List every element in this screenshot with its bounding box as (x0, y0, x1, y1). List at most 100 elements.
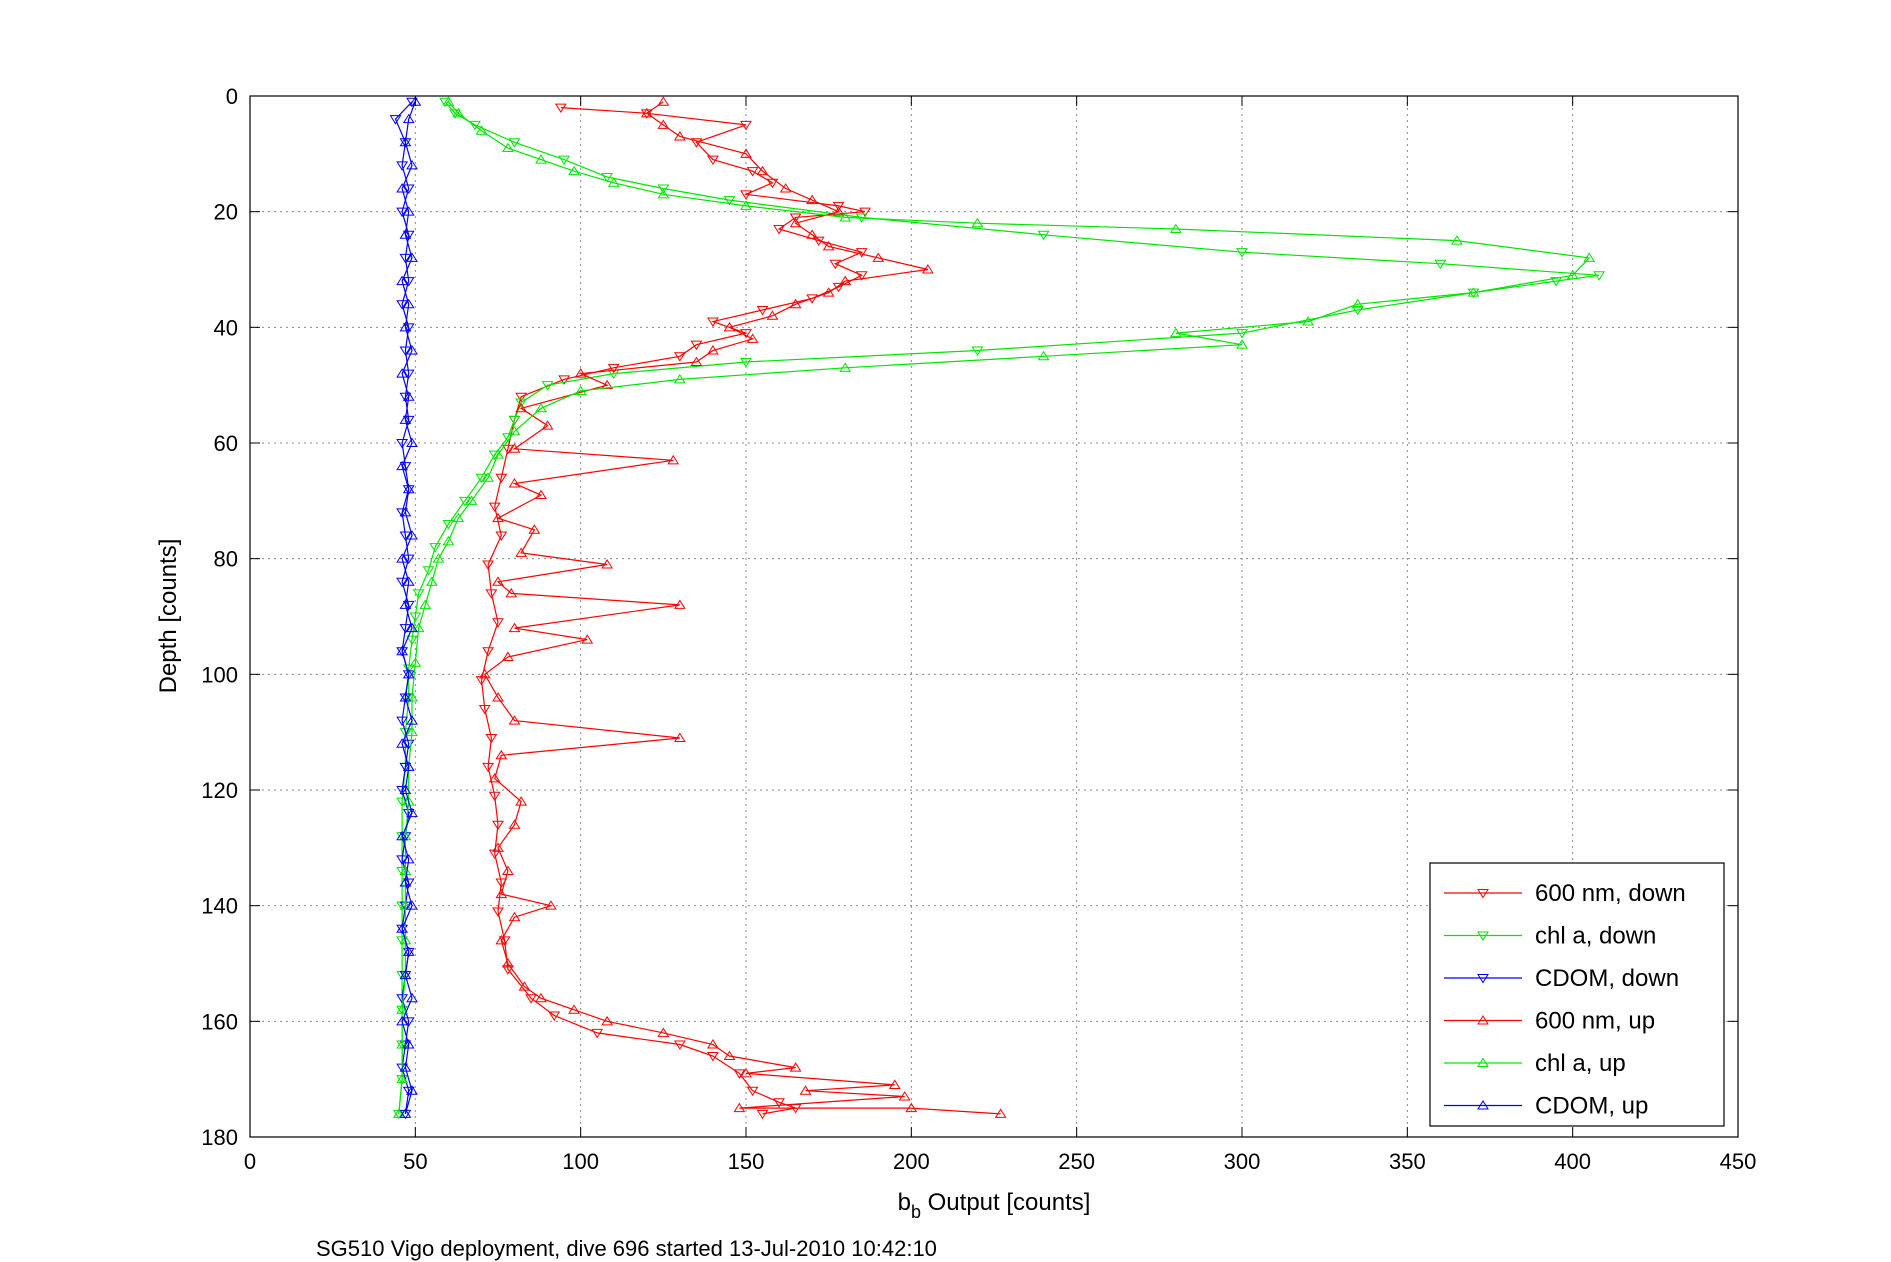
data-point (406, 622, 418, 633)
data-point (1451, 235, 1463, 245)
data-point (601, 379, 614, 390)
data-point (657, 119, 670, 129)
data-point (396, 1073, 409, 1084)
series-cdom-up (396, 96, 422, 1118)
series-line-600-nm-down (480, 107, 866, 1115)
data-point (502, 965, 514, 975)
data-point (756, 1109, 769, 1120)
data-point (475, 125, 488, 135)
data-point (545, 900, 557, 910)
data-point (412, 589, 425, 599)
data-point (396, 1015, 409, 1026)
y-tick-label: 60 (214, 431, 238, 456)
data-point (442, 535, 455, 546)
data-point (492, 618, 504, 628)
data-point (601, 172, 614, 183)
data-point (406, 1085, 418, 1095)
axis-ticks: 0 50 100 150 200 250 300 350 400 450 0 20 40 60 80 100 1… (201, 84, 1756, 1174)
data-point (740, 329, 752, 339)
data-point (515, 796, 528, 806)
data-point (498, 936, 511, 946)
data-point (402, 668, 415, 679)
y-tick-label: 160 (201, 1009, 238, 1034)
data-point (402, 600, 415, 611)
data-point (399, 692, 412, 702)
data-point (528, 524, 541, 534)
legend-label: chl a, down (1535, 923, 1656, 950)
data-point (399, 229, 412, 239)
data-point (399, 900, 412, 910)
data-point (657, 188, 670, 199)
data-point (541, 381, 554, 391)
data-point (485, 589, 498, 599)
plot-frame (249, 95, 1739, 1138)
series-line-chl-a-down (398, 101, 1600, 1114)
data-point (1302, 316, 1315, 326)
data-point (399, 865, 412, 875)
data-point (690, 138, 703, 148)
data-point (399, 1062, 412, 1072)
data-point (478, 668, 491, 679)
data-point (779, 183, 792, 193)
data-point (1236, 248, 1248, 258)
data-point (994, 1108, 1007, 1118)
data-point (832, 201, 845, 212)
chart-caption: SG510 Vigo deployment, dive 696 started … (316, 1236, 937, 1261)
x-axis-label-rest: Output [counts] (921, 1189, 1090, 1216)
data-point (574, 368, 587, 378)
legend-swatch-marker (1477, 1015, 1489, 1025)
data-point (707, 155, 719, 166)
data-point (402, 664, 415, 674)
data-point (406, 715, 418, 725)
data-point (429, 543, 442, 553)
data-point (607, 363, 620, 374)
x-axis-label: bb Output [counts] (898, 1189, 1091, 1222)
data-point (406, 530, 418, 540)
data-point (406, 807, 418, 818)
data-point (392, 1108, 405, 1118)
data-point (399, 599, 412, 609)
data-point (1434, 259, 1447, 270)
data-point (505, 587, 518, 598)
data-point (740, 1067, 752, 1078)
data-point (399, 969, 412, 980)
data-point (502, 958, 514, 968)
data-point (475, 473, 488, 484)
series-line-cdom-up (401, 101, 416, 1115)
legend-box (1429, 862, 1725, 1127)
data-point (829, 259, 842, 270)
y-tick-label: 40 (214, 315, 238, 340)
data-point (402, 554, 415, 565)
data-point (568, 165, 580, 176)
data-point (482, 762, 494, 773)
legend-swatch-marker (1477, 931, 1489, 941)
data-point (406, 345, 418, 355)
data-point (822, 240, 835, 251)
data-point (740, 120, 752, 131)
data-point (740, 190, 752, 200)
data-point (1169, 327, 1182, 338)
data-point (1351, 298, 1364, 309)
x-tick-label: 150 (728, 1149, 765, 1174)
data-point (1550, 277, 1563, 287)
data-point (548, 1011, 561, 1021)
legend-label: 600 nm, up (1535, 1008, 1655, 1035)
data-point (482, 647, 494, 657)
data-point (402, 415, 415, 426)
data-point (495, 473, 508, 484)
x-tick-label: 250 (1058, 1149, 1095, 1174)
data-point (389, 115, 402, 125)
legend-entry: chl a, down (1444, 923, 1656, 950)
data-point (746, 333, 759, 343)
series-layer (389, 96, 1606, 1120)
data-point (822, 287, 835, 297)
data-point (488, 849, 501, 860)
data-point (399, 1108, 412, 1118)
data-point (482, 472, 494, 482)
data-point (442, 519, 455, 530)
legend-label: 600 nm, down (1535, 880, 1686, 907)
data-point (399, 784, 412, 794)
data-point (640, 107, 653, 118)
data-point (502, 651, 514, 661)
data-point (707, 345, 719, 355)
